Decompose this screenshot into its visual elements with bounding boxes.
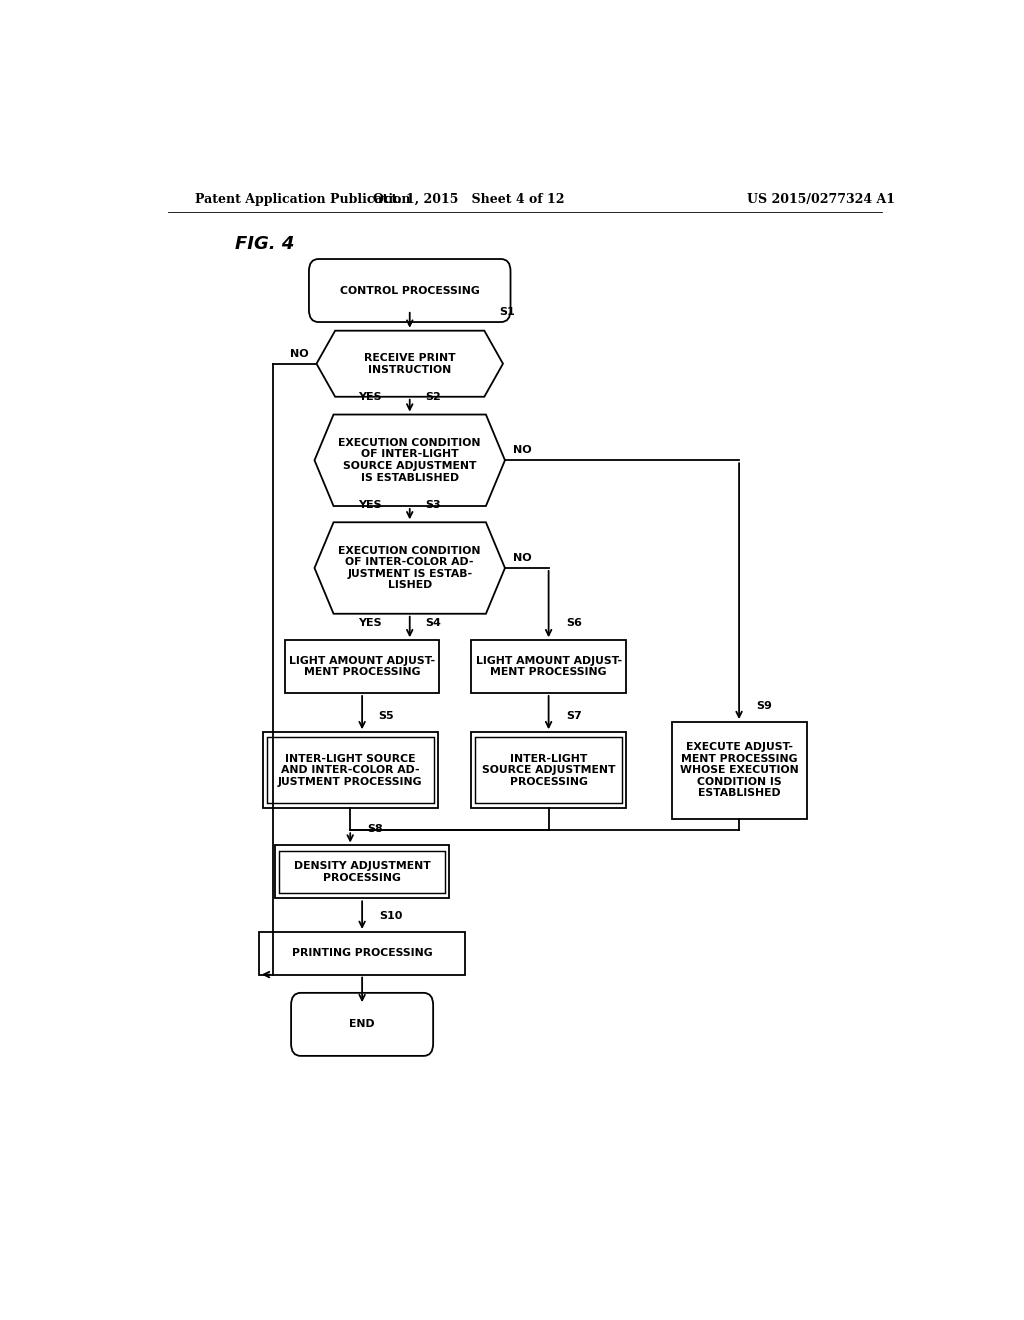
Text: NO: NO <box>290 348 308 359</box>
Text: EXECUTION CONDITION
OF INTER-COLOR AD-
JUSTMENT IS ESTAB-
LISHED: EXECUTION CONDITION OF INTER-COLOR AD- J… <box>339 545 481 590</box>
Text: Patent Application Publication: Patent Application Publication <box>196 193 411 206</box>
Bar <box>279 850 445 894</box>
Text: FIG. 4: FIG. 4 <box>236 235 295 252</box>
Text: LIGHT AMOUNT ADJUST-
MENT PROCESSING: LIGHT AMOUNT ADJUST- MENT PROCESSING <box>289 656 435 677</box>
Text: S8: S8 <box>368 824 383 834</box>
Polygon shape <box>314 414 505 506</box>
Bar <box>285 640 439 693</box>
Text: S3: S3 <box>426 500 441 510</box>
Text: S1: S1 <box>499 308 515 317</box>
Bar <box>267 738 433 804</box>
Bar <box>263 733 437 808</box>
Bar <box>274 846 450 899</box>
Text: INTER-LIGHT SOURCE
AND INTER-COLOR AD-
JUSTMENT PROCESSING: INTER-LIGHT SOURCE AND INTER-COLOR AD- J… <box>278 754 423 787</box>
Bar <box>672 722 807 818</box>
FancyBboxPatch shape <box>309 259 511 322</box>
Text: EXECUTE ADJUST-
MENT PROCESSING
WHOSE EXECUTION
CONDITION IS
ESTABLISHED: EXECUTE ADJUST- MENT PROCESSING WHOSE EX… <box>680 742 799 799</box>
Text: YES: YES <box>358 392 382 403</box>
Text: YES: YES <box>358 618 382 628</box>
Text: S10: S10 <box>380 911 403 920</box>
Text: S2: S2 <box>426 392 441 403</box>
Bar <box>471 733 626 808</box>
Polygon shape <box>314 523 505 614</box>
Text: NO: NO <box>513 445 531 455</box>
Bar <box>259 932 465 974</box>
Text: S5: S5 <box>378 711 393 721</box>
Text: PRINTING PROCESSING: PRINTING PROCESSING <box>292 948 432 958</box>
Text: Oct. 1, 2015   Sheet 4 of 12: Oct. 1, 2015 Sheet 4 of 12 <box>374 193 565 206</box>
Text: RECEIVE PRINT
INSTRUCTION: RECEIVE PRINT INSTRUCTION <box>364 352 456 375</box>
Text: NO: NO <box>513 553 531 562</box>
Text: S4: S4 <box>426 618 441 628</box>
Bar <box>475 738 622 804</box>
FancyBboxPatch shape <box>291 993 433 1056</box>
Text: US 2015/0277324 A1: US 2015/0277324 A1 <box>748 193 895 206</box>
Text: END: END <box>349 1019 375 1030</box>
Bar <box>471 640 626 693</box>
Text: S7: S7 <box>566 711 582 721</box>
Polygon shape <box>316 331 503 397</box>
Text: YES: YES <box>358 500 382 510</box>
Text: S6: S6 <box>566 618 582 628</box>
Text: INTER-LIGHT
SOURCE ADJUSTMENT
PROCESSING: INTER-LIGHT SOURCE ADJUSTMENT PROCESSING <box>482 754 615 787</box>
Text: S9: S9 <box>757 701 772 710</box>
Text: DENSITY ADJUSTMENT
PROCESSING: DENSITY ADJUSTMENT PROCESSING <box>294 861 430 883</box>
Text: LIGHT AMOUNT ADJUST-
MENT PROCESSING: LIGHT AMOUNT ADJUST- MENT PROCESSING <box>475 656 622 677</box>
Text: EXECUTION CONDITION
OF INTER-LIGHT
SOURCE ADJUSTMENT
IS ESTABLISHED: EXECUTION CONDITION OF INTER-LIGHT SOURC… <box>339 438 481 483</box>
Text: CONTROL PROCESSING: CONTROL PROCESSING <box>340 285 479 296</box>
